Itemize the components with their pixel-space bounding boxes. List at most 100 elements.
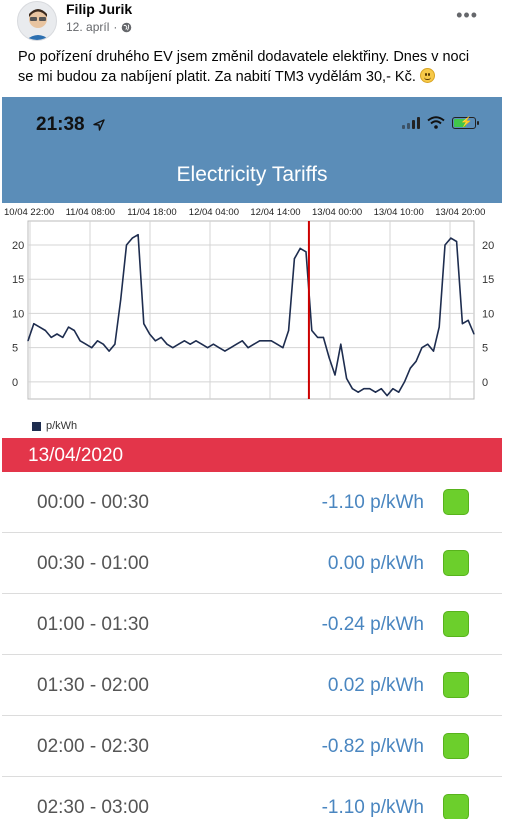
status-icons: ⚡	[402, 116, 479, 129]
data-point	[340, 343, 342, 345]
tariff-time: 00:00 - 00:30	[37, 492, 149, 513]
tariff-row[interactable]: 01:00 - 01:30 -0.24 p/kWh	[2, 594, 502, 655]
data-point	[427, 343, 429, 345]
data-point	[253, 343, 255, 345]
tariff-row[interactable]: 02:30 - 03:00 -1.10 p/kWh	[2, 777, 502, 819]
data-point	[189, 343, 191, 345]
tariff-price: 0.02 p/kWh	[327, 675, 424, 696]
data-point	[311, 329, 313, 332]
tariff-time: 01:00 - 01:30	[37, 614, 149, 635]
tariff-price: 0.00 p/kWh	[327, 553, 424, 574]
data-point	[62, 336, 64, 338]
data-point	[218, 347, 220, 349]
data-point	[409, 367, 411, 369]
data-point	[241, 340, 243, 342]
data-point	[369, 388, 371, 390]
data-point	[207, 347, 209, 349]
x-tick-label: 11/04 08:00	[66, 207, 115, 218]
location-arrow-icon	[93, 119, 105, 131]
smiley-emoji	[419, 68, 435, 83]
signal-icon	[402, 116, 420, 129]
data-point	[264, 340, 267, 342]
post-text: Po pořízení druhého EV jsem změnil dodav…	[18, 47, 480, 87]
tariff-time: 00:30 - 01:00	[37, 553, 149, 574]
data-point	[108, 350, 110, 352]
data-point	[461, 323, 463, 325]
wifi-icon	[427, 116, 445, 129]
avatar-illustration	[26, 9, 50, 40]
data-point	[247, 347, 249, 349]
data-point	[27, 340, 29, 342]
y-tick-label-left: 5	[12, 343, 18, 355]
post-header: Filip Jurik 12. apríl · •••	[0, 0, 510, 44]
data-point	[322, 336, 324, 338]
y-tick-label-left: 0	[12, 377, 18, 389]
legend-label: p/kWh	[46, 420, 78, 432]
data-point	[143, 323, 145, 325]
data-point	[230, 347, 232, 349]
y-tick-label-right: 5	[482, 343, 488, 355]
price-indicator-icon	[443, 550, 469, 576]
data-point	[282, 347, 284, 349]
tariff-chart[interactable]: 20 20 15 15 10 10 5 5 0 0 10/04 22:00 11/04 08:00 11…	[2, 203, 502, 439]
x-tick-label: 11/04 18:00	[127, 207, 176, 218]
y-tick-label-left: 20	[12, 240, 24, 252]
data-point	[357, 391, 359, 393]
data-point	[380, 388, 382, 390]
data-point	[456, 240, 458, 243]
tariff-row[interactable]: 01:30 - 02:00 0.02 p/kWh	[2, 655, 502, 716]
y-tick-label-right: 15	[482, 274, 494, 286]
data-point	[235, 343, 238, 345]
tariff-time: 02:30 - 03:00	[37, 797, 149, 818]
data-point	[114, 343, 116, 345]
tariff-list: 00:00 - 00:30 -1.10 p/kWh 00:30 - 01:00 0.0…	[2, 472, 502, 819]
avatar[interactable]	[17, 1, 57, 41]
data-point	[224, 350, 226, 352]
data-point	[299, 247, 301, 249]
data-point	[195, 340, 197, 342]
data-point	[415, 360, 417, 362]
data-point	[149, 333, 151, 335]
tariff-row[interactable]: 02:00 - 02:30 -0.82 p/kWh	[2, 716, 502, 777]
data-point	[334, 374, 336, 376]
legend-swatch	[32, 421, 41, 431]
data-point	[270, 340, 272, 342]
x-tick-label: 12/04 04:00	[189, 207, 239, 218]
data-point	[172, 347, 174, 349]
chart-legend[interactable]: p/kWh	[32, 420, 77, 432]
data-point	[39, 326, 41, 328]
data-point	[421, 347, 423, 349]
data-point	[67, 326, 70, 328]
x-tick-label: 10/04 22:00	[4, 207, 54, 218]
tariff-time: 02:00 - 02:30	[37, 736, 149, 757]
tariff-row[interactable]: 00:00 - 00:30 -1.10 p/kWh	[2, 472, 502, 533]
tariff-price: -0.82 p/kWh	[321, 736, 424, 757]
price-indicator-icon	[443, 733, 469, 759]
y-tick-label-right: 20	[482, 240, 494, 252]
data-point	[131, 237, 133, 239]
data-point	[305, 251, 307, 253]
app-screenshot: 21:38 ⚡ Electricity Tariffs 20 20 15 15 10 10…	[2, 97, 502, 819]
data-point	[166, 343, 168, 345]
price-indicator-icon	[443, 489, 469, 515]
date-bar: 13/04/2020	[2, 438, 502, 472]
data-point	[363, 388, 365, 390]
data-point	[91, 347, 93, 349]
data-point	[432, 350, 435, 352]
ellipsis-icon[interactable]: •••	[456, 5, 478, 25]
y-tick-label-left: 10	[12, 308, 24, 320]
data-point	[346, 377, 348, 380]
data-point	[183, 340, 185, 342]
x-tick-label: 13/04 00:00	[312, 207, 362, 218]
tariff-row[interactable]: 00:30 - 01:00 0.00 p/kWh	[2, 533, 502, 594]
status-time: 21:38	[36, 114, 85, 135]
plot-area	[27, 220, 475, 400]
data-point	[473, 333, 475, 335]
data-point	[96, 340, 99, 342]
data-point	[85, 343, 87, 345]
data-point	[33, 323, 35, 325]
post-author[interactable]: Filip Jurik	[66, 1, 133, 17]
app-header: 21:38 ⚡ Electricity Tariffs	[2, 97, 502, 203]
post-date[interactable]: 12. apríl	[66, 20, 110, 34]
data-point	[154, 340, 156, 342]
